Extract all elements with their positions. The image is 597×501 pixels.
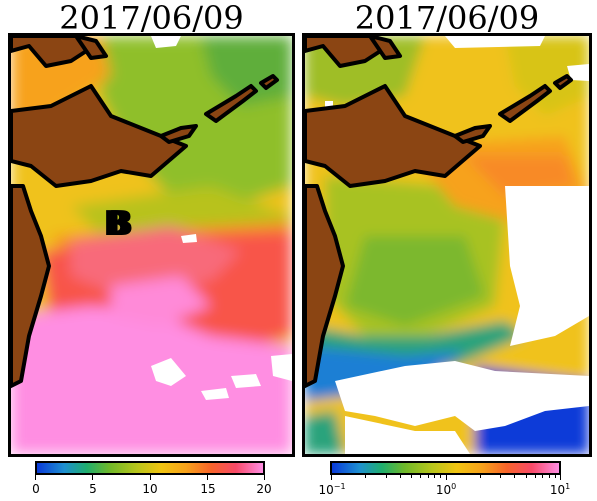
right-colorbar-minor-tick [549,475,550,478]
left-colorbar [35,461,265,475]
left-colorbar-tick [264,475,265,480]
left-colorbar-tick-label: 20 [256,482,272,496]
left-colorbar-tick-label: 10 [142,482,158,496]
left-map-image [11,36,292,454]
right-colorbar-minor-tick [535,475,536,478]
right-map-panel [302,33,592,457]
right-colorbar-minor-tick [555,475,556,478]
left-colorbar-tick-label: 0 [32,482,40,496]
left-map-panel [8,33,295,457]
right-colorbar-minor-tick [411,475,412,478]
left-colorbar-tick-label: 15 [200,482,216,496]
left-panel-date-title: 2017/06/09 [59,0,244,37]
right-colorbar-tick-label: 100 [435,482,457,497]
right-colorbar-minor-tick [434,475,435,478]
right-colorbar-tick [331,475,332,480]
right-colorbar-minor-tick [386,475,387,478]
right-colorbar-tick-label: 101 [549,482,571,497]
right-colorbar-minor-tick [514,475,515,478]
right-colorbar-minor-tick [542,475,543,478]
left-colorbar-tick [35,475,36,480]
right-colorbar-tick [446,475,447,480]
right-colorbar-minor-tick [365,475,366,478]
left-panel-location-marker: B [103,204,129,244]
right-colorbar-minor-tick [400,475,401,478]
right-colorbar [330,461,561,475]
right-panel-date-title: 2017/06/09 [354,0,540,37]
right-colorbar-minor-tick [480,475,481,478]
right-colorbar-minor-tick [500,475,501,478]
right-colorbar-minor-tick [420,475,421,478]
left-colorbar-tick [207,475,208,480]
right-map-image [305,36,589,454]
right-panel-location-marker: B [108,204,134,244]
right-colorbar-minor-tick [526,475,527,478]
right-colorbar-tick-label: 10−1 [318,482,346,497]
left-colorbar-tick [150,475,151,480]
left-colorbar-tick-label: 5 [89,482,97,496]
right-colorbar-tick [560,475,561,480]
right-colorbar-minor-tick [428,475,429,478]
left-colorbar-tick [92,475,93,480]
right-colorbar-minor-tick [440,475,441,478]
